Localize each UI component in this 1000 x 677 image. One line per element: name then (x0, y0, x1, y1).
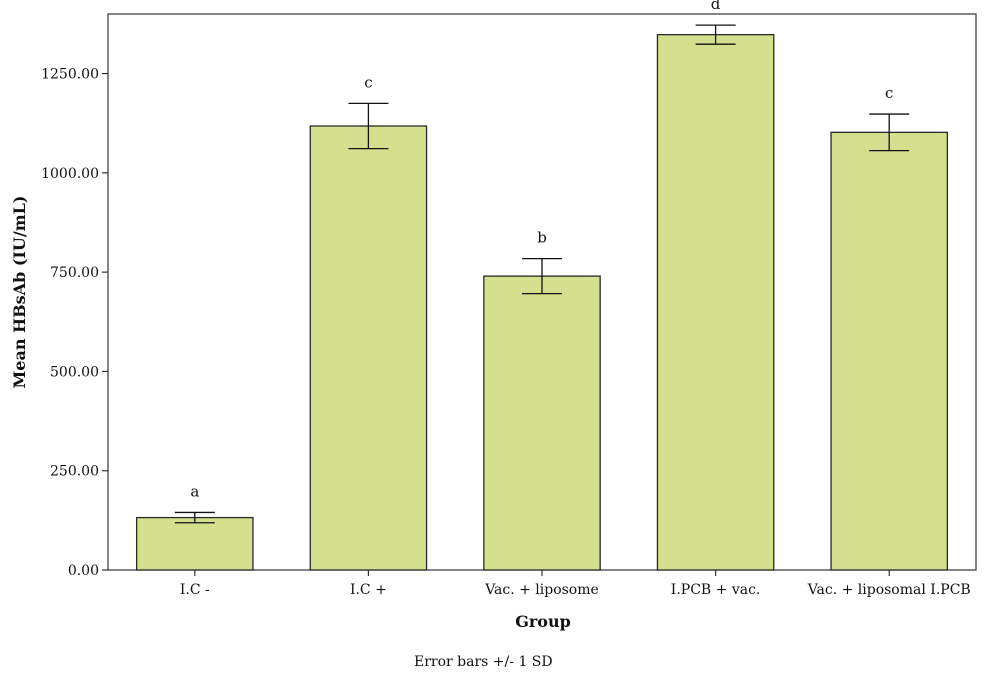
x-tick-label: I.C - (180, 582, 210, 598)
significance-letter: a (190, 482, 199, 500)
significance-letter: d (711, 0, 721, 13)
y-tick-label: 1000.00 (41, 166, 99, 182)
x-tick-label: I.C + (350, 582, 387, 598)
bar (656, 34, 775, 571)
y-tick-label: 750.00 (50, 265, 99, 281)
y-tick-label: 1250.00 (41, 67, 99, 83)
y-tick-label: 0.00 (68, 563, 99, 579)
bar (483, 275, 601, 571)
y-axis: 0.00 250.00 500.00 750.00 1000.00 1250.00 (41, 67, 108, 579)
y-tick-label: 250.00 (50, 464, 99, 480)
bar (309, 125, 428, 571)
y-tick-label: 500.00 (50, 364, 99, 380)
x-axis: I.C - I.C + Vac. + liposome I.PCB + vac. Vac… (180, 570, 971, 598)
bars-group: a c b d c (135, 0, 949, 571)
error-bar-footnote: Error bars +/- 1 SD (414, 654, 553, 670)
x-tick-label: Vac. + liposomal I.PCB (807, 582, 971, 598)
bar (830, 131, 949, 571)
x-axis-title: Group (515, 612, 571, 631)
significance-letter: c (885, 84, 893, 102)
significance-letter: b (537, 229, 547, 247)
x-tick-label: Vac. + liposome (484, 582, 599, 598)
y-axis-title: Mean HBsAb (IU/mL) (10, 196, 29, 389)
bar (135, 516, 254, 571)
x-tick-label: I.PCB + vac. (671, 582, 761, 598)
significance-letter: c (364, 73, 372, 91)
